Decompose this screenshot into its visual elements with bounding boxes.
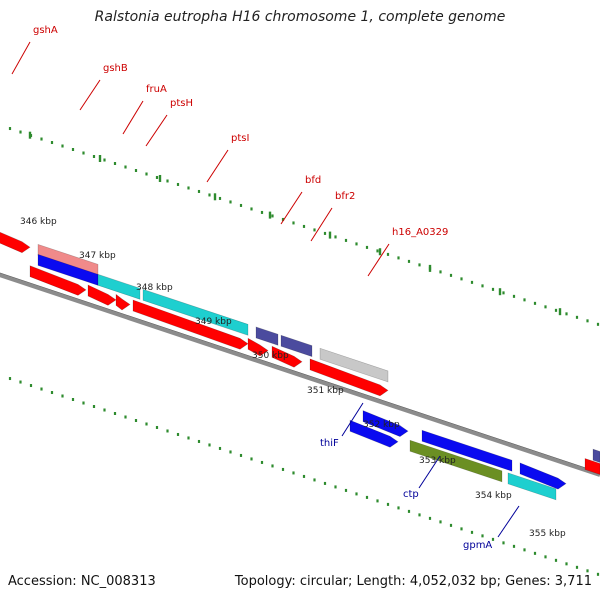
callout-line bbox=[122, 100, 144, 135]
callout-line bbox=[418, 455, 441, 489]
scale-label: 349 kbp bbox=[195, 317, 232, 327]
scale-label: 350 kbp bbox=[252, 351, 289, 361]
gene-feature[interactable] bbox=[349, 419, 399, 448]
scale-label: 348 kbp bbox=[136, 283, 173, 293]
gene-feature[interactable] bbox=[409, 439, 503, 483]
backbone-line bbox=[0, 272, 600, 474]
tick-rows bbox=[8, 127, 600, 576]
callout-line bbox=[341, 402, 364, 437]
callout-line bbox=[11, 41, 31, 75]
gene-label-ptsi: ptsI bbox=[231, 133, 249, 144]
callout-line bbox=[367, 243, 390, 277]
backbone bbox=[0, 272, 600, 477]
gene-feature[interactable] bbox=[271, 345, 303, 368]
gene-feature[interactable] bbox=[247, 337, 269, 357]
gene-feature[interactable] bbox=[519, 462, 567, 490]
gene-feature[interactable] bbox=[97, 273, 141, 300]
gene-label-thif: thiF bbox=[320, 438, 339, 449]
callout-line bbox=[310, 207, 333, 242]
backbone-band bbox=[0, 273, 600, 477]
gene-feature[interactable] bbox=[507, 472, 557, 501]
gene-feature[interactable] bbox=[142, 288, 249, 336]
gene-feature[interactable] bbox=[115, 293, 131, 311]
scale-labels: 346 kbp 347 kbp 348 kbp 349 kbp 350 kbp 351 k… bbox=[20, 217, 566, 539]
gene-feature[interactable] bbox=[132, 299, 249, 350]
scale-label: 355 kbp bbox=[529, 529, 566, 539]
scale-label: 347 kbp bbox=[79, 251, 116, 261]
scale-label: 351 kbp bbox=[307, 386, 344, 396]
gene-feature[interactable] bbox=[29, 265, 87, 296]
gene-feature[interactable] bbox=[255, 326, 279, 346]
gene-label-bfd: bfd bbox=[305, 175, 321, 186]
scale-label: 352 kbp bbox=[363, 420, 400, 430]
genome-summary: Topology: circular; Length: 4,052,032 bp… bbox=[234, 574, 592, 589]
scale-label: 354 kbp bbox=[475, 491, 512, 501]
callout-line bbox=[280, 191, 303, 225]
callout-line bbox=[79, 79, 101, 111]
gene-feature[interactable] bbox=[309, 358, 389, 397]
scale-label: 353 kbp bbox=[419, 456, 456, 466]
gene-label-gshb: gshB bbox=[103, 63, 128, 74]
callout-line bbox=[206, 149, 229, 183]
gene-feature[interactable] bbox=[87, 284, 117, 306]
callout-line bbox=[497, 505, 520, 538]
gene-feature[interactable] bbox=[319, 347, 389, 383]
gene-feature[interactable] bbox=[280, 334, 313, 358]
gene-label-ptsh: ptsH bbox=[170, 98, 193, 109]
gene-feature[interactable] bbox=[362, 410, 409, 437]
gene-label-frua: fruA bbox=[146, 84, 167, 95]
gene-feature[interactable] bbox=[584, 458, 600, 475]
map-title: Ralstonia eutropha H16 chromosome 1, com… bbox=[94, 9, 506, 25]
gene-feature[interactable] bbox=[0, 230, 31, 254]
gene-feature[interactable] bbox=[421, 429, 513, 472]
callout-line bbox=[145, 114, 168, 147]
gene-label-bfr2: bfr2 bbox=[335, 191, 355, 202]
scale-label: 346 kbp bbox=[20, 217, 57, 227]
gene-label-ctp: ctp bbox=[403, 489, 419, 500]
gene-features[interactable] bbox=[0, 230, 600, 501]
gene-label-gsha: gshA bbox=[33, 25, 58, 36]
accession-label: Accession: NC_008313 bbox=[8, 574, 156, 589]
gene-label-h16_a0329: h16_A0329 bbox=[392, 227, 448, 238]
gene-feature[interactable] bbox=[592, 448, 600, 463]
gene-label-gpma: gpmA bbox=[463, 540, 492, 551]
